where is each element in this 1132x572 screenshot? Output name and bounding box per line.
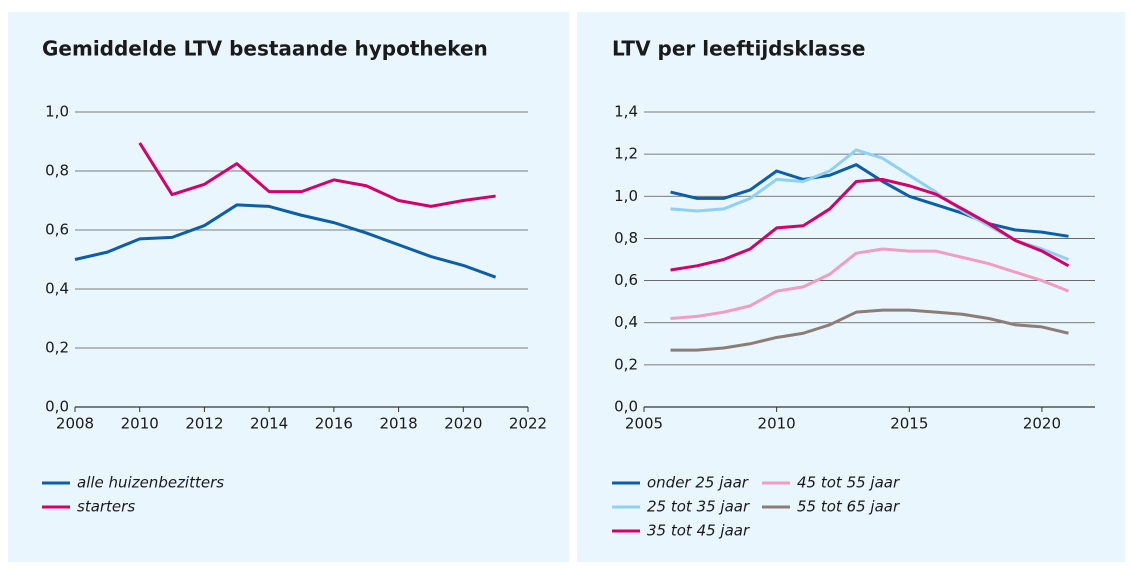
x-tick-label: 2018 (379, 415, 417, 433)
y-tick-label: 0,0 (45, 398, 69, 416)
x-tick-label: 2010 (121, 415, 159, 433)
legend-label: onder 25 jaar (647, 474, 749, 492)
line-series (670, 247, 1070, 320)
x-tick-label: 2012 (185, 415, 223, 433)
x-tick-label: 2016 (315, 415, 353, 433)
y-tick-label: 0,6 (45, 221, 69, 239)
y-tick-label: 0,2 (45, 339, 69, 357)
panel (8, 12, 569, 562)
line-series (138, 142, 496, 208)
x-tick-label: 2010 (758, 415, 796, 433)
y-tick-label: 1,0 (45, 103, 69, 121)
y-tick-label: 0,4 (45, 280, 69, 298)
x-tick-label: 2020 (444, 415, 482, 433)
x-tick-label: 2014 (250, 415, 288, 433)
x-tick-label: 2005 (625, 415, 663, 433)
y-tick-label: 0,0 (614, 398, 638, 416)
y-tick-label: 0,4 (614, 313, 638, 331)
y-tick-label: 0,6 (614, 271, 638, 289)
line-series (670, 177, 1070, 272)
x-tick-label: 2022 (509, 415, 547, 433)
line-series (670, 163, 1069, 238)
chart-title: LTV per leeftijdsklasse (612, 37, 865, 61)
legend-label: 55 tot 65 jaar (797, 498, 900, 516)
x-tick-label: 2015 (890, 415, 928, 433)
legend-label: alle huizenbezitters (77, 474, 224, 492)
legend-label: 35 tot 45 jaar (647, 522, 750, 540)
y-tick-label: 0,8 (614, 229, 638, 247)
x-tick-label: 2008 (56, 415, 94, 433)
legend-label: 45 tot 55 jaar (797, 474, 900, 492)
line-series (74, 203, 497, 279)
y-tick-label: 0,2 (614, 355, 638, 373)
y-tick-label: 1,4 (614, 103, 638, 121)
y-tick-label: 1,2 (614, 145, 638, 163)
line-series (670, 308, 1069, 352)
chart-title: Gemiddelde LTV bestaande hypotheken (42, 37, 488, 61)
x-tick-label: 2020 (1023, 415, 1061, 433)
y-tick-label: 0,8 (45, 162, 69, 180)
legend-label: 25 tot 35 jaar (647, 498, 750, 516)
panel (577, 12, 1125, 562)
y-tick-label: 1,0 (614, 187, 638, 205)
legend-label: starters (77, 498, 135, 516)
